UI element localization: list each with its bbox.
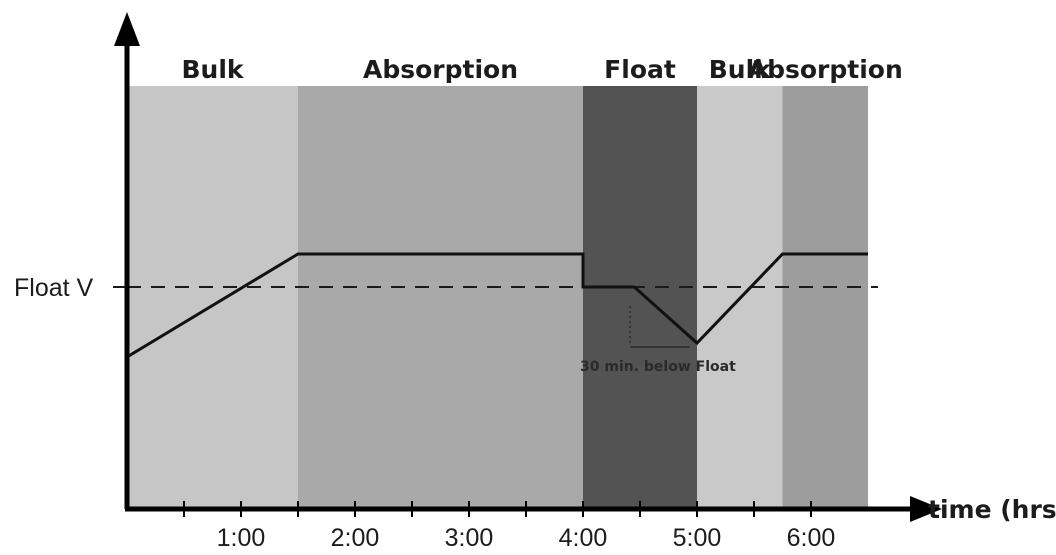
stage-label-4: Absorption	[748, 55, 903, 84]
stage-label-2: Float	[604, 55, 676, 84]
stage-band-1	[298, 86, 583, 509]
y-axis-arrow	[114, 12, 140, 46]
stage-band-4	[782, 86, 868, 509]
stage-band-0	[127, 86, 298, 509]
annotations: 30 min. below Float	[580, 306, 736, 375]
x-axis-title: time (hrs)	[928, 495, 1056, 524]
x-tick-label-2: 3:00	[445, 524, 494, 552]
stage-bands	[127, 86, 868, 509]
x-tick-label-0: 1:00	[217, 524, 266, 552]
x-axis-arrow	[910, 496, 942, 522]
x-axis-ticks: 1:00 2:00 3:00 4:00 5:00 6:00	[183, 501, 836, 552]
stage-band-2	[583, 86, 697, 509]
annotation-30-min-below-float: 30 min. below Float	[580, 359, 736, 375]
voltage-series	[126, 252, 868, 359]
stage-label-0: Bulk	[181, 55, 244, 84]
voltage-line	[126, 252, 868, 359]
float-voltage-label: Float V	[14, 274, 94, 302]
x-tick-label-1: 2:00	[331, 524, 380, 552]
x-tick-label-5: 6:00	[787, 524, 836, 552]
stage-label-1: Absorption	[363, 55, 518, 84]
axes: time (hrs)	[114, 12, 1056, 524]
x-tick-label-3: 4:00	[559, 524, 608, 552]
stage-label-3: Bulk	[709, 55, 772, 84]
x-tick-label-4: 5:00	[673, 524, 722, 552]
